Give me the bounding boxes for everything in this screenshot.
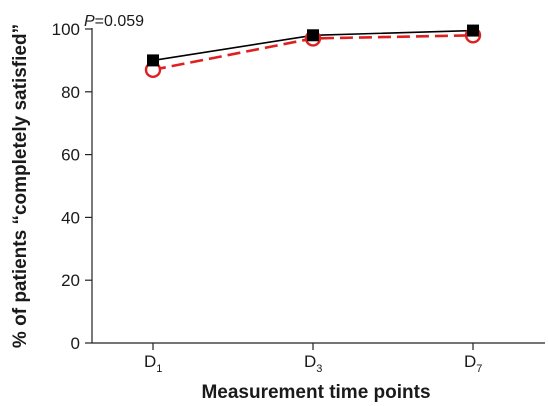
x-axis-title: Measurement time points xyxy=(201,382,430,403)
series-1-point xyxy=(467,24,479,37)
x-tick-label: D1 xyxy=(144,352,162,375)
y-tick-label: 0 xyxy=(71,334,80,353)
series-1-point xyxy=(307,29,319,42)
p-value-annotation: P=0.059 xyxy=(84,13,144,30)
x-tick-label: D3 xyxy=(304,352,322,375)
y-tick-label: 100 xyxy=(52,20,80,39)
x-tick-label: D7 xyxy=(464,352,482,375)
y-ticks: 0 20 40 60 80 100 xyxy=(52,20,92,353)
series-1-point xyxy=(147,54,159,67)
y-tick-label: 20 xyxy=(61,271,80,290)
y-tick-label: 80 xyxy=(61,83,80,102)
x-ticks: D1 D3 D7 xyxy=(144,343,482,375)
y-axis-title: % of patients “completely satisfied” xyxy=(10,24,31,348)
series-layer xyxy=(144,24,482,79)
y-tick-label: 40 xyxy=(61,208,80,227)
y-tick-label: 60 xyxy=(61,146,80,165)
